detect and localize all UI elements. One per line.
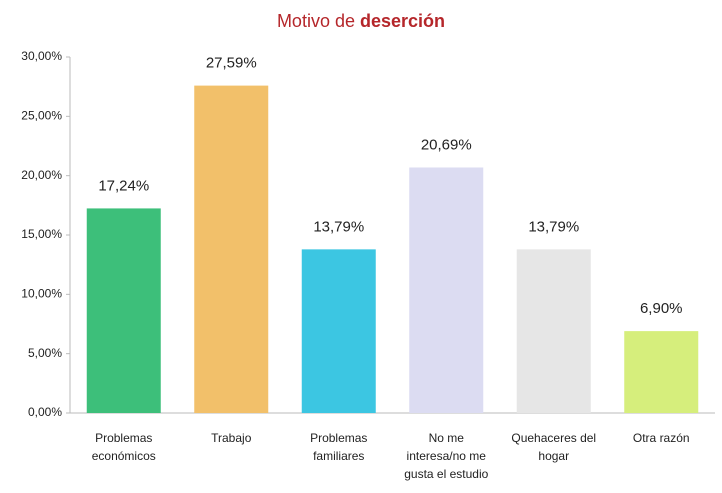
y-tick-label: 15,00% [21,227,62,241]
x-tick-label: Problemas [310,431,367,445]
y-tick-label: 0,00% [28,405,62,419]
x-tick-label: económicos [92,449,156,463]
bar [86,208,161,413]
data-label: 6,90% [640,300,683,317]
title-emphasis: deserción [360,11,445,31]
y-tick-label: 20,00% [21,168,62,182]
x-tick-label: No me [429,431,465,445]
bar [624,331,699,413]
chart-title: Motivo de deserción [277,11,445,31]
data-label: 17,24% [98,177,149,194]
bar [194,85,269,413]
title-part: Motivo de [277,11,355,31]
x-tick-label: Problemas [95,431,152,445]
x-tick-label: gusta el estudio [404,467,488,481]
y-tick-label: 5,00% [28,346,62,360]
x-tick-label: hogar [538,449,569,463]
bar [301,249,376,413]
data-label: 20,69% [421,136,472,153]
x-tick-label: interesa/no me [407,449,487,463]
x-tick-label: familiares [313,449,364,463]
y-tick-label: 30,00% [21,49,62,63]
bar [516,249,591,413]
x-tick-label: Trabajo [211,431,252,445]
data-label: 13,79% [313,218,364,235]
y-tick-label: 10,00% [21,287,62,301]
x-tick-label: Quehaceres del [511,431,596,445]
data-label: 27,59% [206,55,257,72]
x-tick-label: Otra razón [633,431,690,445]
y-tick-label: 25,00% [21,109,62,123]
bar [409,167,484,413]
data-label: 13,79% [528,218,579,235]
